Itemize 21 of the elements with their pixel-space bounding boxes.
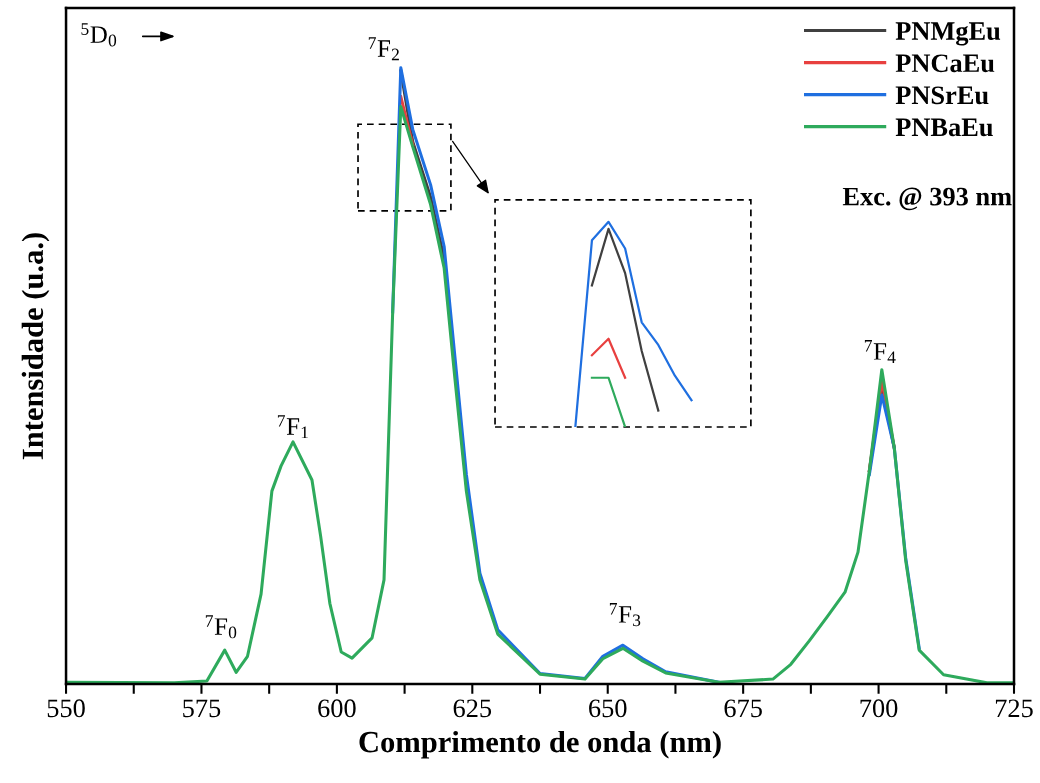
legend-label: PNCaEu	[895, 54, 995, 73]
x-tick-label: 700	[860, 699, 898, 718]
text: $^{7}$F$_{2}$	[368, 37, 399, 61]
x-tick-label: 600	[318, 699, 356, 718]
x-tick-label: 625	[453, 699, 492, 718]
legend-label: PNSrEu	[895, 86, 989, 105]
x-tick-label: 675	[724, 699, 762, 718]
annotation: Exc. @ 393 nm	[842, 187, 1012, 211]
x-axis-title: Comprimento de onda (nm)	[359, 730, 721, 759]
x-tick-label: 575	[183, 699, 221, 718]
x-tick-label: 725	[995, 699, 1033, 718]
annotation: $^{7}$F$_{3}$	[609, 603, 641, 627]
legend-label: PNBaEu	[895, 118, 993, 137]
text: $^{5}$D$_{0}$	[81, 23, 117, 47]
x-tick-label: 550	[47, 699, 85, 718]
annotation: $^{7}$F$_{4}$	[864, 340, 896, 364]
x-tick-label: 650	[589, 699, 627, 718]
annotation: $^{7}$F$_{1}$	[277, 415, 308, 439]
legend-label: PNMgEu	[895, 22, 1001, 46]
annotation: $^{7}$F$_{0}$	[205, 615, 237, 639]
y-axis-title: Intensidade (u.a.)	[21, 233, 50, 460]
